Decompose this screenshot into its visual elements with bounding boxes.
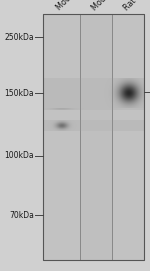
Bar: [112, 14, 144, 260]
Text: 70kDa: 70kDa: [9, 211, 34, 220]
Bar: [43, 14, 144, 260]
Text: 150kDa: 150kDa: [4, 89, 34, 98]
Text: Mouse lung: Mouse lung: [55, 0, 94, 12]
Bar: [43, 14, 80, 260]
Text: 100kDa: 100kDa: [4, 151, 34, 160]
Text: Mouse brain: Mouse brain: [90, 0, 131, 12]
Text: 250kDa: 250kDa: [4, 33, 34, 42]
Bar: [80, 14, 112, 260]
Bar: [43, 14, 144, 260]
Bar: [112, 14, 144, 260]
Text: Rat brain: Rat brain: [122, 0, 150, 12]
Bar: [80, 14, 112, 260]
Bar: [43, 14, 80, 260]
